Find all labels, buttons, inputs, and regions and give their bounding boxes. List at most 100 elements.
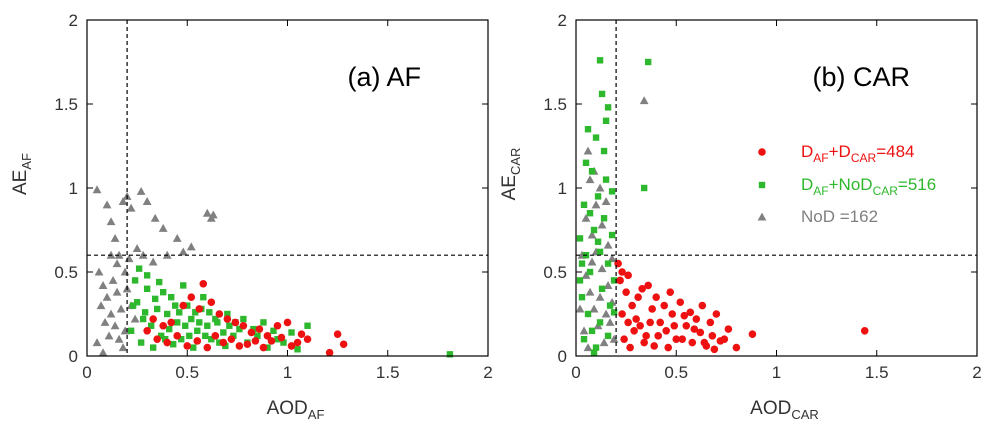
panel-a-y-axis-label: AEAF bbox=[10, 153, 34, 195]
data-point-d-af-d-car bbox=[672, 335, 681, 344]
data-point-nod bbox=[114, 250, 124, 259]
legend-text-part: =484 bbox=[876, 142, 914, 161]
data-point-nod bbox=[118, 197, 128, 205]
data-point-d-af-d-car bbox=[670, 321, 679, 330]
panel-a-plot-frame bbox=[86, 19, 489, 357]
data-point-d-af-d-car bbox=[652, 293, 660, 302]
data-point-d-af-nod-car bbox=[604, 104, 612, 111]
data-point-d-af-d-car bbox=[277, 333, 286, 342]
panel-a-y-label-main: AE bbox=[10, 170, 31, 195]
data-point-d-af-nod-car bbox=[166, 325, 173, 333]
data-point-d-af-d-car bbox=[325, 348, 334, 357]
data-point-nod bbox=[208, 210, 218, 219]
data-point-nod bbox=[126, 203, 136, 212]
data-point-nod bbox=[130, 314, 140, 323]
data-point-d-af-nod-car bbox=[204, 322, 211, 329]
data-point-nod bbox=[603, 240, 613, 249]
panel-a-x-axis-label: AODAF bbox=[267, 398, 325, 422]
data-point-d-af-d-car bbox=[251, 337, 260, 345]
data-point-d-af-nod-car bbox=[596, 57, 604, 64]
data-point-d-af-d-car bbox=[640, 338, 648, 347]
data-point-nod bbox=[585, 287, 595, 296]
data-point-nod bbox=[595, 183, 605, 192]
data-point-d-af-d-car bbox=[235, 342, 244, 350]
y-tick-label: 2 bbox=[69, 11, 78, 30]
data-point-nod bbox=[100, 318, 110, 326]
panel-a: 0 0.5 1 1.5 200.511.52 (a) AF AODAF AEAF bbox=[10, 11, 493, 422]
data-point-d-af-d-car bbox=[676, 298, 685, 307]
y-tick-label: 0.5 bbox=[543, 263, 567, 282]
data-point-d-af-nod-car bbox=[226, 322, 233, 329]
data-point-d-af-d-car bbox=[273, 321, 282, 330]
data-point-d-af-d-car bbox=[287, 342, 296, 350]
data-point-d-af-nod-car bbox=[236, 325, 243, 333]
legend-text-part: +D bbox=[829, 142, 851, 161]
data-point-d-af-nod-car bbox=[208, 336, 215, 343]
data-point-d-af-nod-car bbox=[224, 310, 231, 318]
data-point-d-af-d-car bbox=[720, 335, 729, 344]
data-point-nod bbox=[98, 281, 108, 289]
data-point-d-af-nod-car bbox=[580, 336, 588, 343]
x-tick-label: 0.5 bbox=[664, 363, 688, 382]
data-point-d-af-d-car bbox=[243, 340, 252, 349]
data-point-d-af-nod-car bbox=[153, 305, 161, 313]
data-point-d-af-d-car bbox=[644, 281, 652, 290]
panel-a-markers bbox=[92, 185, 454, 358]
data-point-d-af-nod-car bbox=[139, 315, 147, 323]
data-point-nod bbox=[597, 220, 607, 229]
data-point-d-af-nod-car bbox=[180, 282, 187, 289]
panel-b-markers bbox=[575, 57, 869, 356]
data-point-d-af-nod-car bbox=[274, 336, 281, 343]
data-point-d-af-nod-car bbox=[155, 278, 163, 286]
data-point-d-af-nod-car bbox=[129, 302, 137, 309]
data-point-d-af-d-car bbox=[700, 338, 709, 347]
data-point-d-af-d-car bbox=[297, 330, 306, 338]
x-tick-label: 2 bbox=[972, 363, 981, 382]
data-point-d-af-nod-car bbox=[135, 265, 143, 272]
data-point-d-af-nod-car bbox=[216, 339, 223, 346]
data-point-d-af-nod-car bbox=[446, 351, 454, 358]
data-point-d-af-d-car bbox=[618, 310, 626, 318]
data-point-nod bbox=[579, 326, 589, 335]
data-point-nod bbox=[150, 213, 160, 222]
data-point-nod bbox=[603, 281, 613, 289]
x-tick-label: 0 bbox=[571, 363, 580, 382]
y-tick-label: 1 bbox=[558, 179, 567, 198]
data-point-d-af-d-car bbox=[239, 321, 248, 330]
data-point-nod bbox=[607, 254, 617, 263]
legend-text-part: NoD =162 bbox=[801, 207, 878, 226]
data-point-nod bbox=[601, 197, 611, 205]
x-tick-label: 0 bbox=[82, 363, 91, 382]
data-point-d-af-nod-car bbox=[174, 319, 181, 326]
data-point-d-af-nod-car bbox=[161, 336, 169, 343]
data-point-d-af-d-car bbox=[283, 318, 292, 327]
y-tick-label: 1.5 bbox=[54, 95, 78, 114]
data-point-nod bbox=[116, 304, 126, 313]
data-point-d-af-nod-car bbox=[582, 159, 590, 166]
data-point-d-af-nod-car bbox=[240, 315, 247, 323]
data-point-d-af-d-car bbox=[690, 325, 699, 333]
data-point-d-af-nod-car bbox=[250, 325, 257, 333]
data-point-nod bbox=[595, 292, 605, 301]
data-point-d-af-nod-car bbox=[260, 319, 267, 326]
panel-a-title: (a) AF bbox=[347, 62, 421, 92]
panel-b: 0 0.5 1 1.5 200.511.52 (b) CAR AODCAR AECAR … bbox=[499, 11, 982, 422]
panel-a-ticks: 0 0.5 1 1.5 2 0 0.5 1 1.5 2 bbox=[54, 11, 492, 382]
data-point-d-af-d-car bbox=[710, 345, 719, 354]
data-point-d-af-d-car bbox=[624, 318, 632, 327]
y-tick-label: 0.5 bbox=[54, 263, 78, 282]
data-point-d-af-d-car bbox=[303, 335, 312, 344]
data-point-d-af-nod-car bbox=[602, 117, 610, 124]
panel-a-x-label-sub: AF bbox=[308, 407, 325, 422]
data-point-d-af-d-car bbox=[662, 327, 671, 335]
data-point-nod bbox=[599, 338, 609, 347]
data-point-d-af-d-car bbox=[231, 318, 240, 327]
data-point-d-af-d-car bbox=[692, 315, 701, 323]
data-point-d-af-d-car bbox=[159, 321, 167, 330]
panel-a-y-label-sub: AF bbox=[19, 153, 34, 170]
data-point-d-af-nod-car bbox=[280, 339, 287, 346]
data-point-d-af-nod-car bbox=[200, 294, 207, 301]
data-point-d-af-nod-car bbox=[598, 90, 606, 98]
data-point-nod bbox=[589, 304, 599, 313]
data-point-nod bbox=[609, 334, 619, 343]
